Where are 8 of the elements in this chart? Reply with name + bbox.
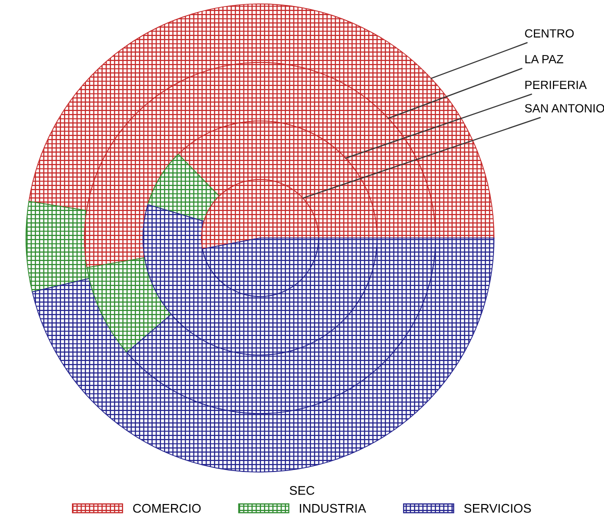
slice-label: CENTRO	[525, 29, 574, 38]
slice-label: PERIFERIA	[525, 80, 587, 89]
legend-label: INDUSTRIA	[300, 504, 366, 513]
slice-label: SAN ANTONIO	[524, 104, 604, 112]
legend-label: SERVICIOS	[464, 504, 531, 513]
slice-label: LA PAZ	[525, 55, 564, 64]
legend-label: COMERCIO	[133, 504, 201, 513]
legend-title: SEC	[290, 486, 314, 495]
